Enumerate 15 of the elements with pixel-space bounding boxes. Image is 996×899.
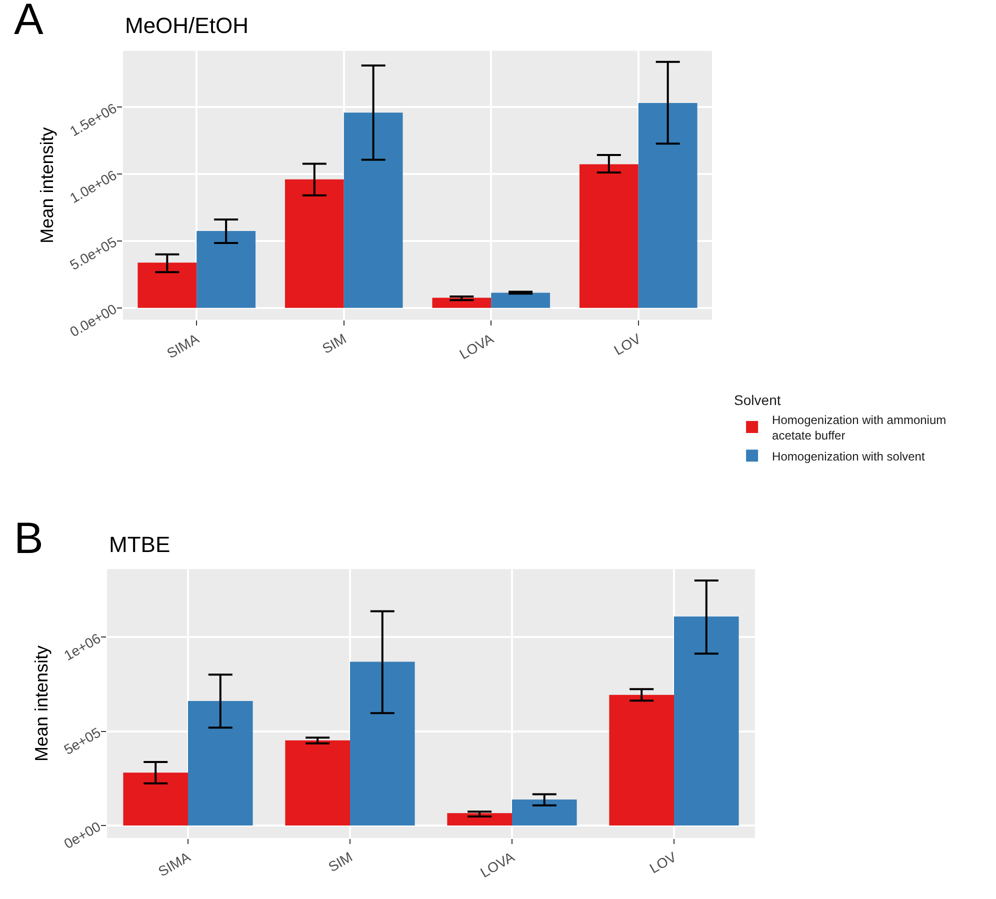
x-tick-label: LOV — [646, 848, 680, 876]
legend-title: Solvent — [734, 392, 781, 408]
legend-label: Homogenization with ammonium acetate buffer — [772, 412, 946, 443]
chart-title: MeOH/EtOH — [125, 13, 248, 38]
y-axis-title: Mean intensity — [31, 645, 52, 762]
x-tick-label: SIMA — [155, 848, 194, 880]
y-axis-title: Mean intensity — [37, 127, 58, 244]
x-tick-label: SIM — [325, 848, 355, 875]
text: B — [14, 514, 44, 563]
x-tick-label: LOV — [611, 330, 644, 358]
x-tick-label: SIMA — [164, 330, 202, 362]
legend-label: Homogenization with solvent — [772, 449, 926, 464]
text: A — [14, 0, 44, 44]
chart-title: MTBE — [109, 532, 170, 557]
x-tick-label: SIM — [319, 330, 349, 357]
